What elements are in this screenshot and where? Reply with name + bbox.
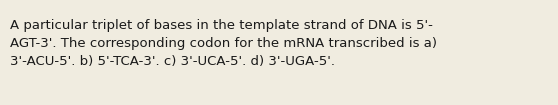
Text: A particular triplet of bases in the template strand of DNA is 5'-
AGT-3'. The c: A particular triplet of bases in the tem… <box>10 19 437 68</box>
